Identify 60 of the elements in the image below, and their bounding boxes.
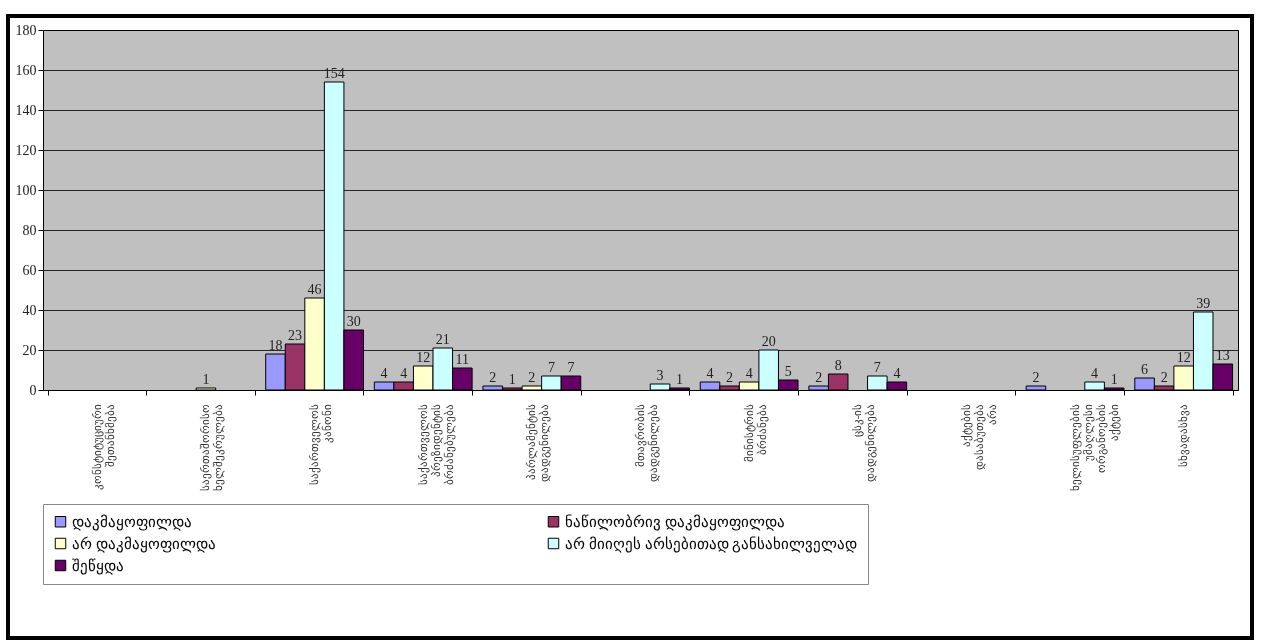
- y-tick-label: 160: [15, 62, 37, 78]
- y-tick-label: 80: [22, 222, 37, 238]
- data-label: 2: [528, 370, 536, 385]
- legend-label: დაკმაყოფილდა: [72, 513, 192, 531]
- data-label: 30: [346, 314, 361, 329]
- data-label: 4: [380, 366, 388, 381]
- data-label: 13: [1215, 348, 1230, 363]
- data-label: 18: [268, 338, 283, 353]
- y-tick-label: 100: [15, 182, 37, 198]
- data-label: 2: [1032, 370, 1040, 385]
- data-label: 7: [873, 360, 881, 375]
- data-label: 46: [307, 282, 322, 297]
- data-label: 1: [202, 372, 210, 387]
- data-label: 2: [1160, 370, 1168, 385]
- x-tick-label: ცსკ-ის დადგენილება: [851, 403, 878, 482]
- legend-label: არ მიიღეს არსებითად განსახილველად: [565, 535, 858, 553]
- data-label: 20: [761, 334, 776, 349]
- data-label: 6: [1141, 362, 1149, 377]
- legend-label: ნაწილობრივ დაკმაყოფილდა: [565, 513, 785, 531]
- data-label: 4: [706, 366, 714, 381]
- x-tick-label: კონსტიტუციური შეთანხმება: [90, 403, 117, 490]
- legend-label: არ დაკმაყოფილდა: [72, 535, 216, 553]
- x-tick-label: პარლამენტის დადგენილება: [525, 403, 552, 482]
- x-tick-label: საქართველოს პრეზიდენტის ბრძანებულება: [416, 403, 456, 485]
- data-label: 2: [489, 370, 497, 385]
- data-label: 4: [1091, 366, 1099, 381]
- legend-label: შეწყდა: [72, 557, 124, 575]
- data-label: 7: [547, 360, 555, 375]
- y-tick-label: 20: [22, 342, 37, 358]
- data-label: 1: [676, 372, 684, 387]
- y-tick-label: 180: [15, 22, 37, 38]
- data-label: 12: [1176, 350, 1191, 365]
- data-label: 5: [784, 364, 792, 379]
- data-label: 11: [455, 352, 470, 367]
- x-tick-label: სხვადასხვა: [1177, 403, 1191, 467]
- y-tick-label: 40: [22, 302, 37, 318]
- data-label: 12: [416, 350, 431, 365]
- y-tick-label: 60: [22, 262, 37, 278]
- data-label: 4: [400, 366, 408, 381]
- y-tick-label: 140: [15, 102, 37, 118]
- data-label: 3: [656, 368, 664, 383]
- data-label: 1: [508, 372, 516, 387]
- data-label: 2: [815, 370, 823, 385]
- data-label: 39: [1196, 296, 1211, 311]
- x-tick-label: მთავრობის დადგენილება: [634, 403, 660, 482]
- data-label: 21: [435, 332, 450, 347]
- data-label: 4: [745, 366, 753, 381]
- x-tick-label: ხელისუფლების უმაღლესი ორგანოების აქტები: [1068, 403, 1121, 491]
- x-tick-label: საერთაშორისო ხელშეკრულება: [199, 403, 226, 491]
- data-label: 7: [567, 360, 575, 375]
- data-label: 23: [288, 328, 303, 343]
- x-tick-label: მინისტრის ბრძანება: [742, 403, 769, 462]
- data-label: 2: [726, 370, 734, 385]
- data-label: 4: [893, 366, 901, 381]
- data-label: 8: [834, 358, 842, 373]
- x-tick-label: საქართველოს კანონი: [308, 403, 335, 485]
- x-tick-label: აქტების დასაბუთება არა: [959, 403, 998, 470]
- data-label: 1: [1110, 372, 1118, 387]
- y-tick-label: 0: [29, 382, 37, 398]
- y-tick-label: 120: [15, 142, 37, 158]
